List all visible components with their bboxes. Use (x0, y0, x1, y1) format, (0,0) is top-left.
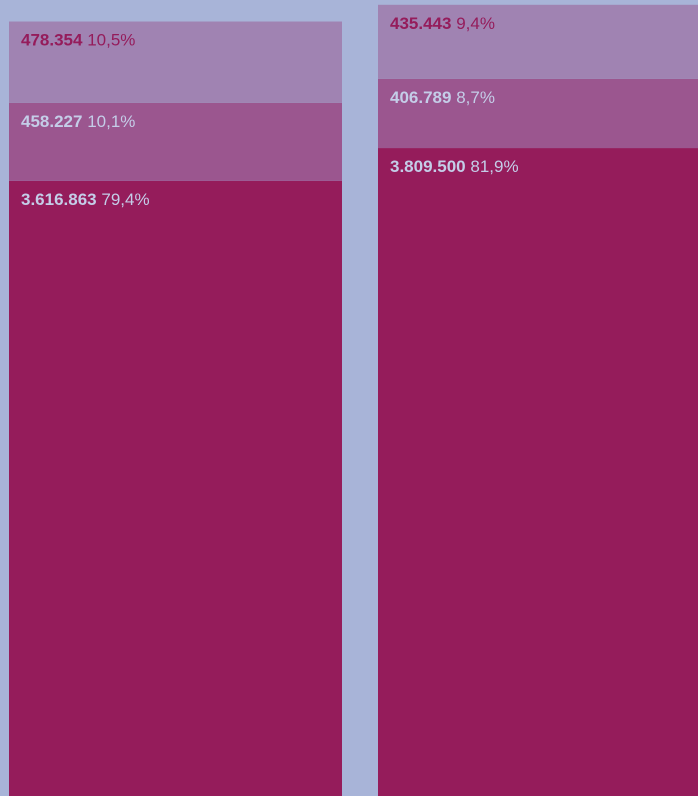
value-label: 3.616.863 79,4% (21, 190, 150, 209)
share-label: 9,4% (456, 14, 495, 33)
value-label: 3.809.500 81,9% (390, 158, 519, 177)
value-number: 3.616.863 (21, 190, 97, 209)
value-number: 406.789 (390, 88, 451, 107)
share-label: 79,4% (101, 190, 149, 209)
bar-segment (9, 21, 342, 103)
value-label: 435.443 9,4% (390, 14, 495, 33)
share-label: 10,1% (87, 112, 135, 131)
bar-segment (9, 180, 342, 796)
value-number: 3.809.500 (390, 158, 466, 177)
value-number: 478.354 (21, 31, 83, 50)
bar-segment (378, 78, 698, 149)
bar-segment (378, 148, 698, 796)
value-number: 435.443 (390, 14, 451, 33)
value-label: 458.227 10,1% (21, 112, 135, 131)
value-label: 406.789 8,7% (390, 88, 495, 107)
bar-segment (378, 4, 698, 79)
value-label: 478.354 10,5% (21, 31, 135, 50)
share-label: 10,5% (87, 31, 135, 50)
bar-segment (9, 102, 342, 181)
value-number: 458.227 (21, 112, 82, 131)
share-label: 8,7% (456, 88, 495, 107)
share-label: 81,9% (470, 158, 518, 177)
